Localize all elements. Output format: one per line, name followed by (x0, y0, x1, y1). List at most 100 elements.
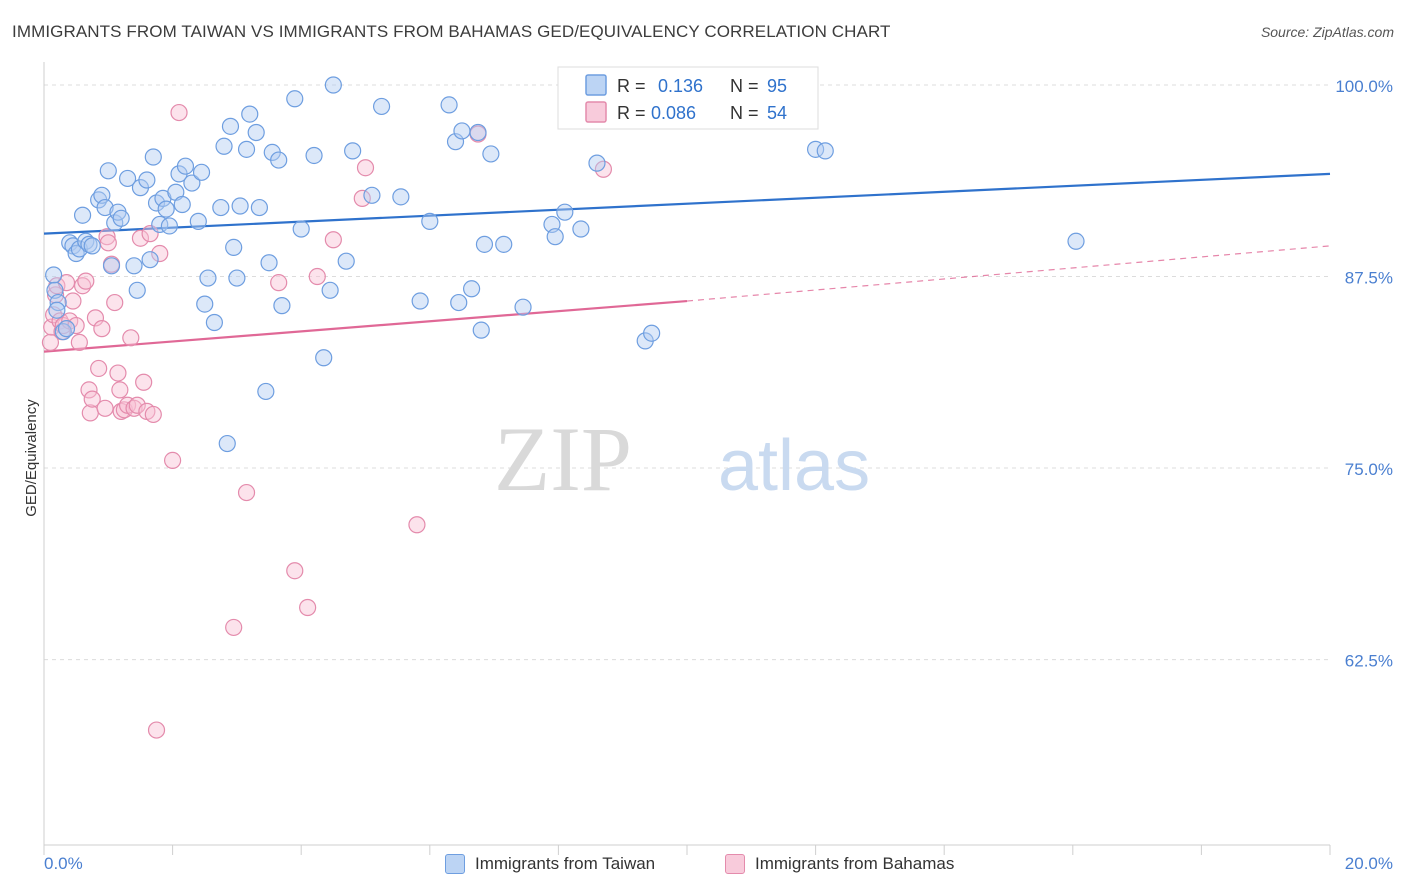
point-taiwan-43 (215, 137, 233, 155)
legend-r-label-bahamas: R = (617, 103, 646, 123)
chart-title: IMMIGRANTS FROM TAIWAN VS IMMIGRANTS FRO… (12, 22, 891, 41)
point-taiwan-67 (372, 97, 391, 116)
point-bahamas-47 (299, 598, 317, 617)
point-taiwan-24 (138, 171, 156, 189)
point-taiwan-61 (315, 349, 333, 367)
series-bahamas-points (41, 103, 613, 739)
point-taiwan-14 (96, 198, 114, 217)
point-taiwan-8 (73, 206, 92, 224)
point-bahamas-45 (270, 274, 288, 292)
legend-item-taiwan[interactable]: Immigrants from Taiwan (445, 852, 655, 876)
point-taiwan-91 (816, 142, 834, 160)
point-taiwan-80 (495, 235, 513, 253)
trend-line-taiwan (43, 172, 1331, 235)
point-bahamas-51 (353, 189, 371, 207)
point-taiwan-57 (273, 297, 291, 315)
point-taiwan-78 (475, 235, 494, 253)
legend-swatch-blue (445, 854, 465, 874)
legend-swatch-pink (725, 854, 745, 874)
point-taiwan-60 (305, 146, 323, 165)
watermark-atlas: atlas (718, 426, 870, 506)
point-taiwan-74 (453, 122, 471, 140)
point-taiwan-40 (199, 269, 217, 287)
point-taiwan-41 (205, 313, 223, 332)
x-tick-label-1: 20.0% (1345, 854, 1393, 873)
point-bahamas-14 (77, 272, 95, 290)
point-taiwan-77 (472, 321, 490, 339)
point-bahamas-41 (164, 451, 182, 469)
point-taiwan-69 (411, 292, 429, 310)
point-taiwan-31 (160, 217, 178, 235)
point-taiwan-46 (225, 238, 243, 257)
point-bahamas-20 (93, 320, 111, 338)
point-bahamas-17 (83, 390, 101, 408)
point-taiwan-21 (125, 257, 143, 275)
point-bahamas-54 (594, 160, 613, 178)
point-taiwan-84 (556, 203, 574, 221)
point-taiwan-79 (482, 145, 500, 163)
point-taiwan-64 (337, 252, 355, 270)
point-taiwan-65 (344, 142, 362, 160)
point-bahamas-32 (125, 399, 143, 417)
y-tick-label-3: 62.5% (1345, 652, 1393, 671)
point-taiwan-88 (643, 324, 661, 342)
legend-item-bahamas[interactable]: Immigrants from Bahamas (725, 852, 954, 876)
point-bahamas-22 (98, 228, 116, 246)
point-taiwan-93 (48, 301, 66, 319)
point-taiwan-58 (286, 90, 304, 108)
y-tick-label-0: 100.0% (1335, 77, 1393, 96)
point-taiwan-72 (446, 133, 465, 151)
point-taiwan-44 (218, 434, 236, 453)
y-axis-label: GED/Equivalency (23, 399, 40, 517)
point-bahamas-31 (122, 329, 140, 347)
point-taiwan-70 (421, 212, 439, 230)
point-bahamas-10 (64, 292, 82, 310)
point-taiwan-85 (572, 220, 590, 238)
point-bahamas-48 (308, 267, 326, 286)
point-taiwan-76 (469, 123, 487, 142)
point-taiwan-63 (324, 76, 342, 94)
point-taiwan-45 (221, 117, 240, 135)
point-taiwan-19 (112, 209, 130, 227)
point-taiwan-11 (83, 237, 101, 255)
legend-n-label-bahamas: N = (730, 103, 759, 123)
point-taiwan-36 (183, 174, 201, 192)
point-taiwan-22 (128, 281, 146, 299)
point-bahamas-34 (131, 229, 150, 247)
point-bahamas-33 (128, 396, 146, 414)
point-bahamas-23 (99, 234, 117, 252)
legend-label-bahamas: Immigrants from Bahamas (755, 854, 955, 873)
axes (43, 62, 1331, 855)
point-bahamas-43 (237, 483, 256, 502)
correlation-legend: R = 0.136 N = 95 R = 0.086 N = 54 (557, 66, 819, 130)
point-taiwan-25 (141, 251, 159, 269)
y-tick-label-2: 75.0% (1345, 460, 1393, 479)
point-bahamas-19 (90, 359, 108, 378)
point-taiwan-66 (363, 186, 381, 204)
point-taiwan-48 (231, 197, 249, 215)
trend-line-bahamas-extension (686, 245, 1331, 302)
legend-n-label-taiwan: N = (730, 76, 759, 96)
point-taiwan-6 (67, 244, 85, 263)
series-taiwan-points (45, 76, 1085, 453)
point-bahamas-13 (73, 277, 92, 295)
point-taiwan-52 (250, 198, 269, 217)
point-bahamas-46 (286, 562, 304, 580)
point-bahamas-52 (408, 516, 426, 534)
trend-line-bahamas (43, 299, 688, 353)
point-bahamas-39 (147, 721, 166, 739)
y-tick-label-1: 87.5% (1345, 269, 1393, 288)
point-bahamas-49 (324, 231, 342, 249)
point-taiwan-51 (247, 123, 265, 142)
point-taiwan-75 (462, 280, 481, 298)
point-bahamas-40 (151, 244, 169, 263)
point-taiwan-37 (189, 212, 207, 230)
legend-n-value-taiwan: 95 (767, 76, 787, 96)
legend-n-value-bahamas: 54 (767, 103, 787, 123)
point-taiwan-86 (588, 154, 606, 172)
point-taiwan-94 (57, 320, 76, 338)
watermark: ZIP atlas (494, 408, 870, 510)
point-taiwan-54 (260, 254, 278, 272)
point-taiwan-62 (321, 281, 339, 299)
